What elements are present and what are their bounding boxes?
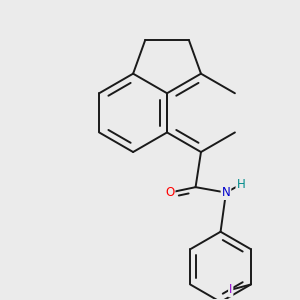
Text: I: I xyxy=(229,283,232,296)
Text: H: H xyxy=(236,178,245,191)
Text: N: N xyxy=(222,186,230,199)
Text: O: O xyxy=(165,186,175,199)
